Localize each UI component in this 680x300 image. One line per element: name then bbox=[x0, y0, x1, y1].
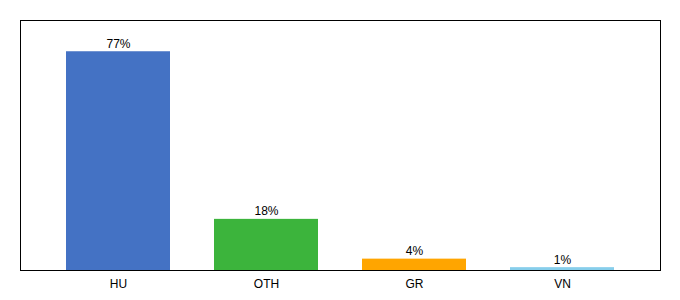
svg-text:1%: 1% bbox=[554, 253, 572, 267]
svg-text:4%: 4% bbox=[406, 244, 424, 258]
svg-text:OTH: OTH bbox=[254, 277, 279, 291]
svg-text:GR: GR bbox=[406, 277, 424, 291]
svg-text:VN: VN bbox=[554, 277, 571, 291]
svg-text:18%: 18% bbox=[254, 204, 278, 218]
svg-text:HU: HU bbox=[110, 277, 127, 291]
svg-text:77%: 77% bbox=[106, 37, 130, 51]
